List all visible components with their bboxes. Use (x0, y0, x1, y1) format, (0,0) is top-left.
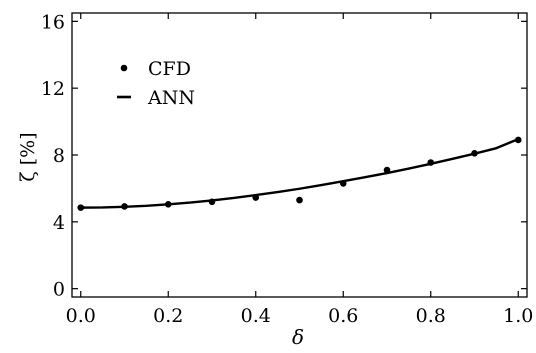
x-tick-label: 0.8 (416, 305, 446, 327)
cfd-data-point (514, 136, 522, 144)
x-tick-label: 0.6 (328, 305, 358, 327)
x-axis-label: δ (292, 325, 304, 349)
x-tick-label: 0.4 (241, 305, 271, 327)
x-tick-label: 0.0 (66, 305, 96, 327)
legend-label: CFD (148, 58, 191, 80)
cfd-data-point (471, 150, 478, 157)
cfd-data-point (121, 203, 128, 210)
cfd-data-point (296, 196, 303, 204)
cfd-data-point (208, 198, 216, 206)
y-tick-label: 12 (41, 78, 65, 100)
plot-area-border (71, 12, 528, 298)
y-axis-label: ζ [%] (17, 132, 39, 181)
y-tick-label: 4 (53, 212, 65, 234)
series-layer (77, 136, 522, 211)
ann-series-line (80, 138, 519, 209)
cfd-data-point (383, 166, 391, 174)
legend-label: ANN (147, 87, 195, 109)
cfd-data-point (77, 204, 85, 211)
cfd-data-point (427, 159, 435, 166)
x-axis-ticks: 0.0 0.2 0.4 0.6 0.8 1.0 (66, 13, 533, 327)
y-tick-label: 16 (41, 11, 65, 33)
legend: CFD ANN (117, 58, 195, 109)
y-tick-label: 0 (53, 279, 65, 301)
x-tick-label: 1.0 (503, 305, 533, 327)
plot-frame (71, 12, 528, 298)
cfd-data-point (164, 200, 172, 208)
cfd-data-point (339, 180, 347, 187)
y-tick-label: 8 (53, 145, 65, 167)
x-tick-label: 0.2 (153, 305, 183, 327)
legend-cfd-marker (120, 64, 128, 72)
y-axis-ticks: 0 4 8 12 16 (41, 11, 527, 301)
cfd-data-point (252, 194, 260, 201)
